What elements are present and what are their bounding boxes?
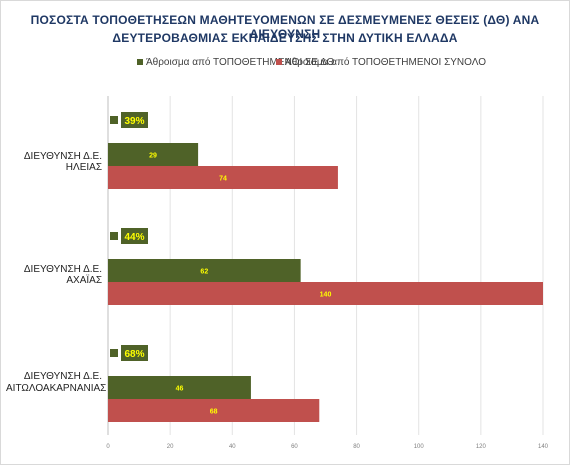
percent-label-0: 39% — [124, 116, 144, 127]
bar-1-0 — [108, 166, 338, 189]
percent-marker-1 — [110, 232, 118, 240]
bar-0-1 — [108, 259, 301, 282]
category-label-achaia: ΔΙΕΥΘΥΝΣΗ Δ.Ε. ΑΧΑΪΑΣ — [6, 264, 102, 286]
data-label-1-2: 68 — [210, 409, 218, 416]
chart-title-line-1: ΠΟΣΟΣΤΑ ΤΟΠΟΘΕΤΗΣΕΩΝ ΜΑΘΗΤΕΥΟΜΕΝΩΝ ΣΕ ΔΕ… — [30, 13, 540, 41]
bar-1-2 — [108, 399, 320, 422]
x-tick-label-1: 20 — [167, 444, 174, 450]
bar-0-0 — [108, 143, 199, 166]
chart-title-line-2: ΔΕΥΤΕΡΟΒΑΘΜΙΑΣ ΕΚΠΑΙΔΕΥΣΗΣ ΣΤΗΝ ΔΥΤΙΚΗ Ε… — [112, 31, 458, 45]
percent-badge-1 — [121, 228, 148, 244]
category-label-aitoloakarnania: ΔΙΕΥΘΥΝΣΗ Δ.Ε. ΑΙΤΩΛΟΑΚΑΡΝΑΝΙΑΣ — [6, 371, 107, 395]
percent-marker-0 — [110, 116, 118, 124]
bar-0-2 — [108, 376, 251, 399]
percent-label-1: 44% — [124, 232, 144, 243]
x-tick-label-2: 40 — [229, 444, 236, 450]
percent-badge-0 — [121, 112, 148, 128]
category-label-ileia-line-1: ΔΙΕΥΘΥΝΣΗ Δ.Ε. ΗΛΕΙΑΣ — [23, 151, 102, 173]
category-label-achaia-line-1: ΔΙΕΥΘΥΝΣΗ Δ.Ε. ΑΧΑΪΑΣ — [23, 264, 102, 286]
legend-label-total: Άθροισμα από ΤΟΠΟΘΕΤΗΜΕΝΟΙ ΣΥΝΟΛΟ — [285, 57, 487, 68]
category-label-aitoloakarnania-line-2: ΑΙΤΩΛΟΑΚΑΡΝΑΝΙΑΣ — [6, 383, 107, 394]
data-label-1-0: 74 — [219, 176, 227, 183]
x-tick-label-6: 120 — [476, 444, 487, 450]
percent-label-2: 68% — [124, 349, 144, 360]
percent-marker-2 — [110, 349, 118, 357]
category-label-aitoloakarnania-line-1: ΔΙΕΥΘΥΝΣΗ Δ.Ε. — [23, 371, 102, 382]
x-tick-label-4: 80 — [353, 444, 360, 450]
data-label-0-0: 29 — [149, 153, 157, 160]
legend-swatch-placed — [137, 59, 143, 66]
x-tick-label-5: 100 — [414, 444, 425, 450]
data-label-0-1: 62 — [200, 269, 208, 276]
data-label-1-1: 140 — [320, 292, 332, 299]
percent-badge-2 — [121, 345, 148, 361]
category-label-ileia: ΔΙΕΥΘΥΝΣΗ Δ.Ε. ΗΛΕΙΑΣ — [6, 151, 102, 173]
x-tick-label-7: 140 — [538, 444, 549, 450]
x-tick-label-0: 0 — [106, 444, 110, 450]
legend-item-placed: Άθροισμα από ΤΟΠΟΘΕΤΗΜΕΝΟΙ ΣΕ ΔΘ — [137, 57, 334, 68]
data-label-0-2: 46 — [176, 386, 184, 393]
legend-swatch-total — [276, 59, 282, 66]
bar-1-1 — [108, 282, 543, 305]
x-tick-label-3: 60 — [291, 444, 298, 450]
legend-label-placed: Άθροισμα από ΤΟΠΟΘΕΤΗΜΕΝΟΙ ΣΕ ΔΘ — [146, 57, 335, 68]
legend-item-total: Άθροισμα από ΤΟΠΟΘΕΤΗΜΕΝΟΙ ΣΥΝΟΛΟ — [276, 57, 486, 68]
